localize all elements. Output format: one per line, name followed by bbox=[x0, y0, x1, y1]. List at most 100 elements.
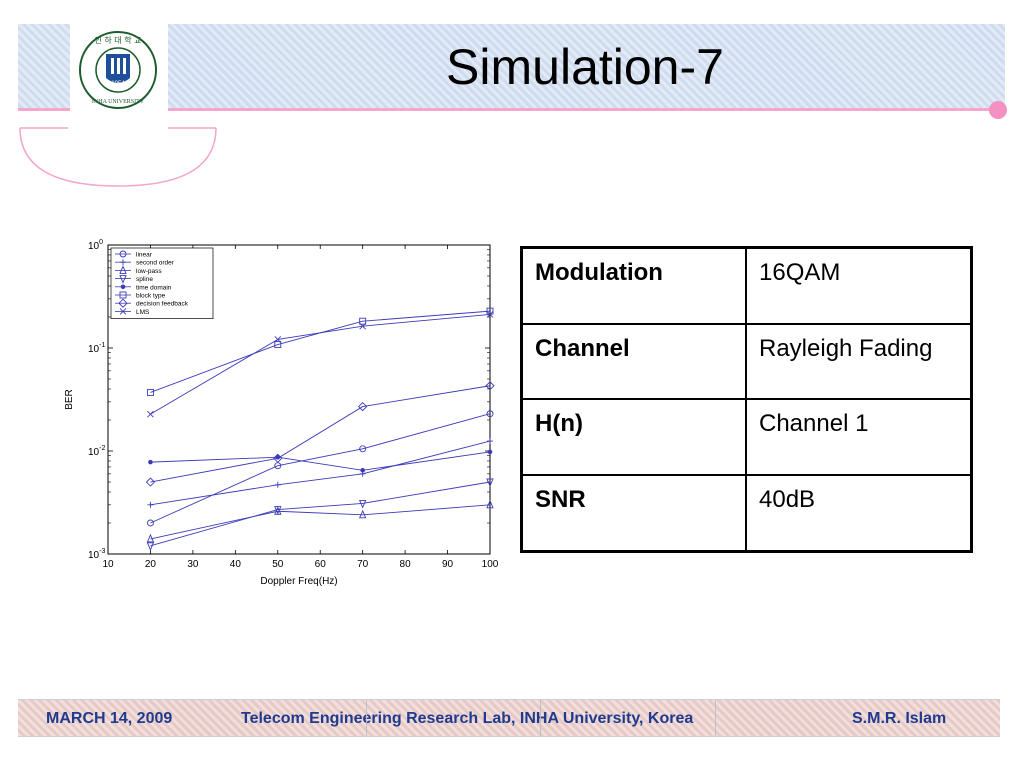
legend-label: LMS bbox=[136, 309, 150, 316]
x-tick-label: 40 bbox=[230, 559, 242, 570]
table-value-cell: 16QAM bbox=[745, 246, 973, 325]
table-key-cell: SNR bbox=[520, 474, 747, 553]
ber-chart-svg: 10 20 30 40 50 60 70 80 90 10010010-110-210-3Dopp… bbox=[64, 239, 499, 587]
data-point-spline bbox=[274, 506, 282, 515]
data-point-second-order bbox=[147, 501, 154, 508]
legend-marker bbox=[119, 250, 127, 258]
data-point-block-type bbox=[359, 317, 367, 325]
footer-author: S.M.R. Islam bbox=[852, 710, 947, 727]
data-point-decision-feedback bbox=[145, 477, 156, 487]
svg-text:1954: 1954 bbox=[111, 81, 125, 87]
x-tick-label: 20 bbox=[145, 559, 157, 570]
header-divider-dot bbox=[989, 101, 1007, 119]
data-point-spline bbox=[358, 499, 367, 509]
table-key-cell: Channel bbox=[520, 322, 747, 401]
y-tick-base: 10 bbox=[88, 241, 100, 252]
data-point-low-pass bbox=[146, 533, 155, 543]
data-point-linear bbox=[146, 519, 154, 527]
legend-marker bbox=[120, 284, 126, 290]
y-tick-exponent: -1 bbox=[99, 342, 105, 349]
data-point-time-domain bbox=[487, 449, 493, 455]
x-axis-label: Doppler Freq(Hz) bbox=[260, 576, 337, 587]
x-tick-label: 60 bbox=[315, 559, 327, 570]
y-tick-exponent: 0 bbox=[99, 239, 103, 246]
series-line-spline bbox=[150, 481, 491, 547]
y-tick-base: 10 bbox=[88, 344, 100, 355]
decorative-arc bbox=[19, 127, 217, 187]
y-axis-label: BER bbox=[64, 389, 75, 410]
legend-label: block type bbox=[136, 293, 166, 300]
legend-marker bbox=[119, 308, 127, 315]
data-point-spline bbox=[146, 542, 155, 551]
data-point-linear bbox=[359, 445, 367, 453]
svg-text:인 하 대 학 교: 인 하 대 학 교 bbox=[95, 35, 142, 45]
legend-label: second order bbox=[136, 260, 175, 267]
table-row: Channel Rayleigh Fading bbox=[520, 322, 973, 401]
university-seal-icon: 1954 인 하 대 학 교 INHA UNIVERSITY bbox=[79, 31, 157, 109]
data-point-decision-feedback bbox=[485, 381, 495, 391]
legend-label: time domain bbox=[136, 284, 172, 291]
series-line-time-domain bbox=[150, 451, 491, 471]
data-point-linear bbox=[486, 410, 494, 418]
x-tick-label: 10 bbox=[102, 559, 114, 570]
table-key-cell: Modulation bbox=[520, 246, 747, 325]
y-tick-exponent: -2 bbox=[99, 445, 105, 452]
data-point-lms bbox=[486, 311, 494, 318]
x-tick-label: 100 bbox=[482, 559, 499, 570]
legend-marker bbox=[119, 275, 127, 284]
x-tick-label: 30 bbox=[187, 559, 199, 570]
footer-divider bbox=[366, 700, 367, 736]
data-point-decision-feedback bbox=[358, 401, 368, 412]
data-point-spline bbox=[486, 478, 494, 488]
header-divider-line bbox=[18, 108, 998, 111]
footer-lab: Telecom Engineering Research Lab, INHA U… bbox=[241, 710, 694, 727]
series-line-low-pass bbox=[150, 504, 491, 540]
legend-marker bbox=[120, 259, 126, 266]
y-tick-label: 10-1 bbox=[88, 342, 105, 355]
y-tick-label: 100 bbox=[88, 239, 103, 252]
data-point-lms bbox=[274, 336, 282, 343]
ber-chart: 10 20 30 40 50 60 70 80 90 100 100 10-1 10-2 10-3 Dopp… bbox=[60, 228, 505, 598]
table-key-cell: H(n) bbox=[520, 398, 747, 476]
data-point-second-order bbox=[274, 481, 281, 488]
parameter-table: Modulation 16QAM Channel Rayleigh Fading H(n… bbox=[520, 246, 973, 553]
legend-label: spline bbox=[136, 276, 153, 283]
slide-title: Simulation-7 bbox=[446, 39, 724, 95]
svg-text:INHA UNIVERSITY: INHA UNIVERSITY bbox=[92, 99, 145, 105]
series-line-second-order bbox=[150, 440, 491, 506]
series-line-linear bbox=[150, 413, 491, 524]
footer-divider bbox=[715, 700, 716, 736]
table-value-cell: 40dB bbox=[745, 474, 973, 553]
x-tick-label: 70 bbox=[357, 559, 369, 570]
series-line-lms bbox=[150, 313, 491, 415]
table-row: Modulation 16QAM bbox=[520, 246, 973, 325]
data-point-time-domain bbox=[148, 459, 153, 465]
table-value-cell: Rayleigh Fading bbox=[745, 322, 973, 401]
data-point-low-pass bbox=[486, 499, 494, 509]
legend-marker bbox=[118, 298, 128, 308]
y-tick-base: 10 bbox=[88, 550, 100, 561]
x-tick-label: 50 bbox=[272, 559, 284, 570]
series-line-decision-feedback bbox=[150, 385, 491, 483]
legend-marker bbox=[119, 265, 127, 274]
footer-date: MARCH 14, 2009 bbox=[46, 710, 173, 727]
y-tick-base: 10 bbox=[88, 447, 100, 458]
legend-marker bbox=[119, 291, 127, 299]
data-point-low-pass bbox=[358, 509, 367, 519]
footer: MARCH 14, 2009 Telecom Engineering Resea… bbox=[18, 699, 1000, 737]
data-point-second-order bbox=[487, 438, 493, 445]
y-tick-label: 10-2 bbox=[88, 445, 105, 458]
y-tick-exponent: -3 bbox=[99, 548, 105, 555]
data-point-block-type bbox=[146, 389, 154, 396]
data-point-time-domain bbox=[360, 467, 365, 473]
legend-label: linear bbox=[136, 252, 153, 259]
table-value-cell: Channel 1 bbox=[745, 398, 973, 476]
x-tick-label: 80 bbox=[400, 559, 412, 570]
data-point-lms bbox=[359, 322, 366, 330]
header-band bbox=[18, 24, 1005, 110]
x-tick-label: 90 bbox=[442, 559, 454, 570]
footer-divider bbox=[540, 700, 541, 736]
table-row: SNR 40dB bbox=[520, 474, 973, 553]
y-tick-label: 10-3 bbox=[88, 548, 105, 561]
data-point-decision-feedback bbox=[273, 453, 283, 463]
